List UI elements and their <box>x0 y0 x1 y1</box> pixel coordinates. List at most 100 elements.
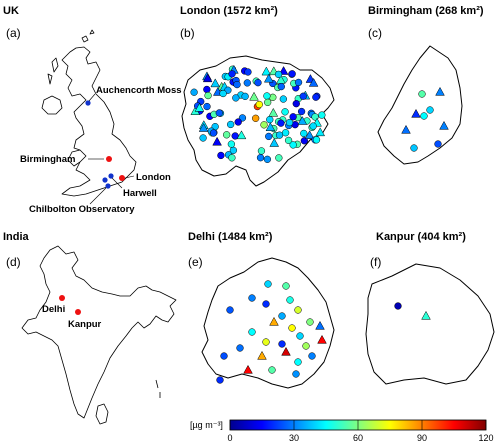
london-site-marker <box>277 82 285 91</box>
london-site-marker <box>254 79 262 87</box>
london-site-marker <box>244 68 252 76</box>
panel-d-label: (d) <box>6 255 21 269</box>
london-site-marker <box>263 92 271 100</box>
harwell-label: Harwell <box>123 188 157 199</box>
birmingham-site-marker <box>410 144 418 152</box>
birmingham-site-label: Birmingham <box>20 154 75 165</box>
hebrides-outline <box>47 57 59 85</box>
india-map <box>21 245 177 425</box>
birmingham-site-marker <box>420 112 428 120</box>
london-site-marker <box>204 91 212 100</box>
london-marker <box>119 175 125 181</box>
birmingham-marker <box>106 156 112 162</box>
delhi-site-marker <box>317 334 327 344</box>
delhi-site-marker <box>262 338 270 346</box>
london-site-marker <box>209 129 218 137</box>
delhi-site-marker <box>220 352 228 360</box>
london-site-marker <box>264 98 272 107</box>
kanpur-site-marker <box>394 302 402 310</box>
kanpur-map <box>365 263 495 385</box>
india-outline <box>21 245 177 419</box>
london-map <box>181 55 335 187</box>
birmingham-site-marker <box>426 106 434 114</box>
london-site-marker <box>268 107 279 117</box>
london-site-marker <box>234 118 242 126</box>
birmingham-header: Birmingham (268 km²) <box>368 5 484 17</box>
london-site-label: London <box>136 172 171 183</box>
birmingham-markers <box>401 86 449 152</box>
orkney-outline <box>81 29 95 43</box>
delhi-site-marker <box>296 332 304 340</box>
london-site-marker <box>217 151 225 160</box>
birmingham-boundary <box>377 45 463 165</box>
london-site-marker <box>243 79 251 87</box>
birmingham-site-marker <box>411 108 421 118</box>
london-site-marker <box>266 115 274 124</box>
london-site-marker <box>255 100 263 109</box>
london-site-marker <box>194 102 205 112</box>
delhi-site-marker <box>236 344 244 352</box>
london-site-marker <box>284 136 293 145</box>
birmingham-site-marker <box>401 124 411 134</box>
birmingham-map <box>377 45 463 165</box>
london-site-marker <box>299 92 307 100</box>
colorbar-tick-label: 90 <box>417 433 427 443</box>
colorbar-tick-label: 120 <box>478 433 493 443</box>
colorbar: [µg m⁻³] 0 30 60 90 120 <box>190 419 494 443</box>
delhi-site-marker <box>302 342 310 350</box>
delhi-site-marker <box>315 320 325 330</box>
delhi-site-marker <box>306 318 314 326</box>
delhi-site-label: Delhi <box>42 304 65 315</box>
kanpur-header: Kanpur (404 km²) <box>376 231 466 243</box>
delhi-header: Delhi (1484 km²) <box>188 231 273 243</box>
london-site-marker <box>289 141 297 149</box>
london-site-marker <box>260 121 268 129</box>
delhi-site-marker <box>268 366 276 374</box>
kanpur-markers <box>394 302 431 320</box>
delhi-site-marker <box>308 352 316 360</box>
london-markers <box>190 64 326 163</box>
delhi-marker <box>59 295 65 301</box>
london-site-marker <box>297 116 308 125</box>
kanpur-site-marker <box>421 310 431 320</box>
london-site-marker <box>274 70 283 79</box>
colorbar-unit-label: [µg m⁻³] <box>190 420 223 430</box>
london-site-marker <box>261 66 272 76</box>
london-site-marker <box>223 131 231 139</box>
northern-ireland-outline <box>41 95 63 115</box>
london-site-marker <box>304 130 315 139</box>
london-site-marker <box>275 131 284 139</box>
birmingham-site-marker <box>418 90 426 98</box>
kanpur-boundary <box>365 263 495 385</box>
uk-header: UK <box>3 5 19 17</box>
london-site-marker <box>227 120 235 129</box>
uk-site-markers <box>85 100 125 189</box>
london-site-marker <box>263 155 272 163</box>
delhi-site-marker <box>269 316 279 326</box>
delhi-map <box>201 257 335 389</box>
london-site-marker <box>202 73 213 83</box>
delhi-site-marker <box>294 358 302 366</box>
london-site-marker <box>257 147 266 155</box>
sri-lanka-outline <box>95 403 109 425</box>
london-site-marker <box>227 140 236 148</box>
london-site-marker <box>190 88 198 96</box>
london-site-marker <box>312 136 321 144</box>
harwell-marker-2 <box>102 177 108 183</box>
birmingham-site-marker <box>439 120 449 130</box>
london-site-marker <box>228 154 236 162</box>
colorbar-tick-label: 60 <box>353 433 363 443</box>
london-site-marker <box>315 127 326 137</box>
london-site-marker <box>252 114 260 122</box>
delhi-site-marker <box>248 294 256 302</box>
kanpur-site-label: Kanpur <box>68 319 102 330</box>
london-site-marker <box>265 132 273 141</box>
london-site-marker <box>256 154 265 162</box>
colorbar-tick-label: 0 <box>227 433 232 443</box>
auchencorth-label: Auchencorth Moss <box>96 85 182 96</box>
london-site-marker <box>288 70 296 78</box>
london-site-marker <box>292 100 300 108</box>
delhi-site-marker <box>281 346 291 356</box>
uk-leader-lines <box>88 93 135 205</box>
delhi-site-marker <box>248 328 256 336</box>
